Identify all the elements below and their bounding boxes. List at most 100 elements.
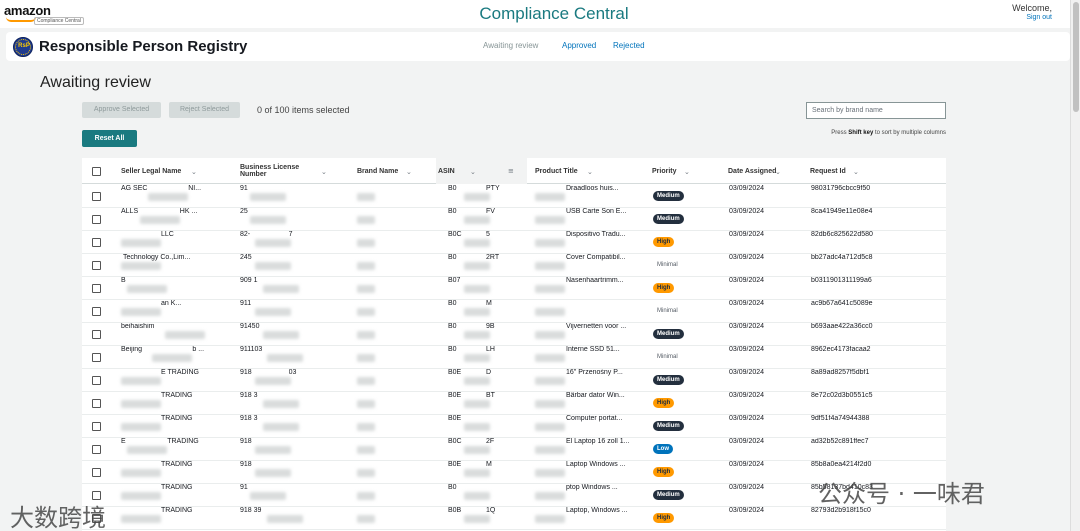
asin-column-menu-icon[interactable]: ≡	[508, 167, 514, 175]
brand-redacted	[357, 354, 375, 362]
table-row[interactable]: E TRADING 918 03 B0E D 16" Przenośny P... Medi…	[82, 369, 946, 392]
table-row[interactable]: LLC 82- 7 B0C 5 Dispositivo Tradu... High 03/09…	[82, 231, 946, 254]
title-redacted	[535, 400, 565, 408]
row-checkbox[interactable]	[92, 284, 101, 293]
table-row[interactable]: AG SEC NI... 91 B0 PTY Draadloos huis... Mediu…	[82, 185, 946, 208]
product-title: USB Carte Son E...	[566, 208, 627, 215]
select-all-checkbox[interactable]	[92, 167, 101, 176]
tab-awaiting-review[interactable]: Awaiting review	[483, 41, 539, 50]
brand-redacted	[357, 400, 375, 408]
row-checkbox[interactable]	[92, 353, 101, 362]
asin-suffix: M	[486, 461, 492, 468]
table-row[interactable]: an K... 911 B0 M Minimal 03/09/2024 ac9b67a641…	[82, 300, 946, 323]
title-redacted	[535, 446, 565, 454]
table-row[interactable]: TRADING 918 3 B0E BT Bärbar dator Win... High…	[82, 392, 946, 415]
priority-badge: Minimal	[653, 260, 682, 270]
sort-request-icon[interactable]: ⌃	[853, 167, 859, 175]
asin-suffix: PTY	[486, 185, 500, 192]
column-header-seller[interactable]: Seller Legal Name	[121, 167, 182, 175]
column-header-request[interactable]: Request Id	[810, 167, 846, 175]
row-checkbox[interactable]	[92, 376, 101, 385]
column-header-license[interactable]: Business License Number	[240, 164, 300, 178]
date-assigned: 03/09/2024	[729, 392, 765, 399]
sort-asin-icon[interactable]: ⌃	[470, 167, 476, 175]
row-checkbox[interactable]	[92, 422, 101, 431]
row-checkbox[interactable]	[92, 445, 101, 454]
asin-redacted	[464, 216, 490, 224]
license-redacted	[254, 239, 291, 247]
row-checkbox[interactable]	[92, 192, 101, 201]
sort-brand-icon[interactable]: ⌃	[406, 167, 412, 175]
seller-name-redacted	[121, 262, 161, 270]
row-checkbox[interactable]	[92, 491, 101, 500]
brand-redacted	[357, 377, 375, 385]
scrollbar-thumb[interactable]	[1073, 2, 1079, 112]
sort-license-icon[interactable]: ⌃	[321, 167, 327, 175]
row-checkbox[interactable]	[92, 307, 101, 316]
date-assigned: 03/09/2024	[729, 507, 765, 514]
table-row[interactable]: Beijing b ... 911103 B0 LH Interne SSD 51... M…	[82, 346, 946, 369]
sort-hint: Press Shift key to sort by multiple colu…	[831, 130, 946, 136]
row-checkbox[interactable]	[92, 330, 101, 339]
date-assigned: 03/09/2024	[729, 484, 765, 491]
reset-all-button[interactable]: Reset All	[82, 130, 137, 147]
page-scrollbar[interactable]	[1070, 0, 1080, 531]
row-checkbox[interactable]	[92, 261, 101, 270]
asin-redacted	[464, 446, 490, 454]
asin-prefix: B0	[448, 484, 457, 491]
title-redacted	[535, 377, 565, 385]
title-redacted	[535, 285, 565, 293]
sort-seller-icon[interactable]: ⌃	[191, 167, 197, 175]
column-header-brand[interactable]: Brand Name	[357, 167, 399, 175]
row-checkbox[interactable]	[92, 238, 101, 247]
product-title: ptop Windows ...	[566, 484, 618, 491]
table-row[interactable]: TRADING 91 B0 ptop Windows ... Medium 03/09/2…	[82, 484, 946, 507]
table-row[interactable]: TRADING 918 3 B0E Computer portat... Medium 0…	[82, 415, 946, 438]
row-checkbox[interactable]	[92, 514, 101, 523]
title-redacted	[535, 331, 565, 339]
sign-out-link[interactable]: Sign out	[1026, 14, 1052, 21]
amazon-logo[interactable]: amazon Compliance Central	[4, 3, 84, 25]
row-checkbox[interactable]	[92, 215, 101, 224]
asin-suffix: 1Q	[486, 507, 496, 514]
request-id: 98031796cbcc9f50	[811, 185, 871, 192]
table-row[interactable]: TRADING 918 39 B0B 1Q Laptop, Windows ... Hig…	[82, 507, 946, 530]
seller-name-redacted	[121, 492, 161, 500]
sort-title-icon[interactable]: ⌃	[587, 167, 593, 175]
tab-approved[interactable]: Approved	[562, 41, 597, 50]
sort-date-icon[interactable]: ⌃	[775, 167, 781, 175]
asin-redacted	[464, 469, 490, 477]
sort-hint-prefix: Press	[831, 130, 849, 136]
brand-redacted	[357, 469, 375, 477]
table-row[interactable]: ALLS HK ... 25 B0 FV USB Carte Son E... Medium…	[82, 208, 946, 231]
column-header-priority[interactable]: Priority	[652, 167, 677, 175]
table-row[interactable]: Technology Co.,Lim... 245 B0 2RT Cover Compa…	[82, 254, 946, 277]
brand-search-input[interactable]: Search by brand name	[806, 102, 946, 119]
sort-priority-icon[interactable]: ⌃	[684, 167, 690, 175]
asin-redacted	[464, 515, 490, 523]
row-checkbox[interactable]	[92, 468, 101, 477]
seller-name-redacted	[121, 423, 161, 431]
license-number: 918 39	[240, 507, 262, 514]
asin-redacted	[464, 492, 490, 500]
priority-badge: High	[653, 283, 675, 293]
seller-name-redacted	[165, 331, 205, 339]
asin-prefix: B0E	[448, 392, 462, 399]
asin-prefix: B0B	[448, 507, 462, 514]
asin-suffix: D	[486, 369, 492, 376]
brand-redacted	[357, 331, 375, 339]
table-row[interactable]: E TRADING 918 B0C 2F El Laptop 16 zoll 1... Lo…	[82, 438, 946, 461]
column-header-asin[interactable]: ASIN	[438, 167, 455, 175]
eu-badge-text: RsP	[18, 43, 30, 49]
row-checkbox[interactable]	[92, 399, 101, 408]
request-id: 8e72c02d3b0551c5	[811, 392, 873, 399]
column-header-title[interactable]: Product Title	[535, 167, 578, 175]
approve-selected-button[interactable]: Approve Selected	[82, 102, 161, 118]
table-row[interactable]: B 909 1 B07 Nasenhaartrimm... High 03/09/2024…	[82, 277, 946, 300]
date-assigned: 03/09/2024	[729, 438, 765, 445]
column-header-date[interactable]: Date Assigned	[728, 167, 777, 175]
reject-selected-button[interactable]: Reject Selected	[169, 102, 240, 118]
table-row[interactable]: TRADING 918 B0E M Laptop Windows ... High 03/0…	[82, 461, 946, 484]
table-row[interactable]: beihaishim 91450 B0 9B Vijvernetten voor ...…	[82, 323, 946, 346]
tab-rejected[interactable]: Rejected	[613, 41, 645, 50]
